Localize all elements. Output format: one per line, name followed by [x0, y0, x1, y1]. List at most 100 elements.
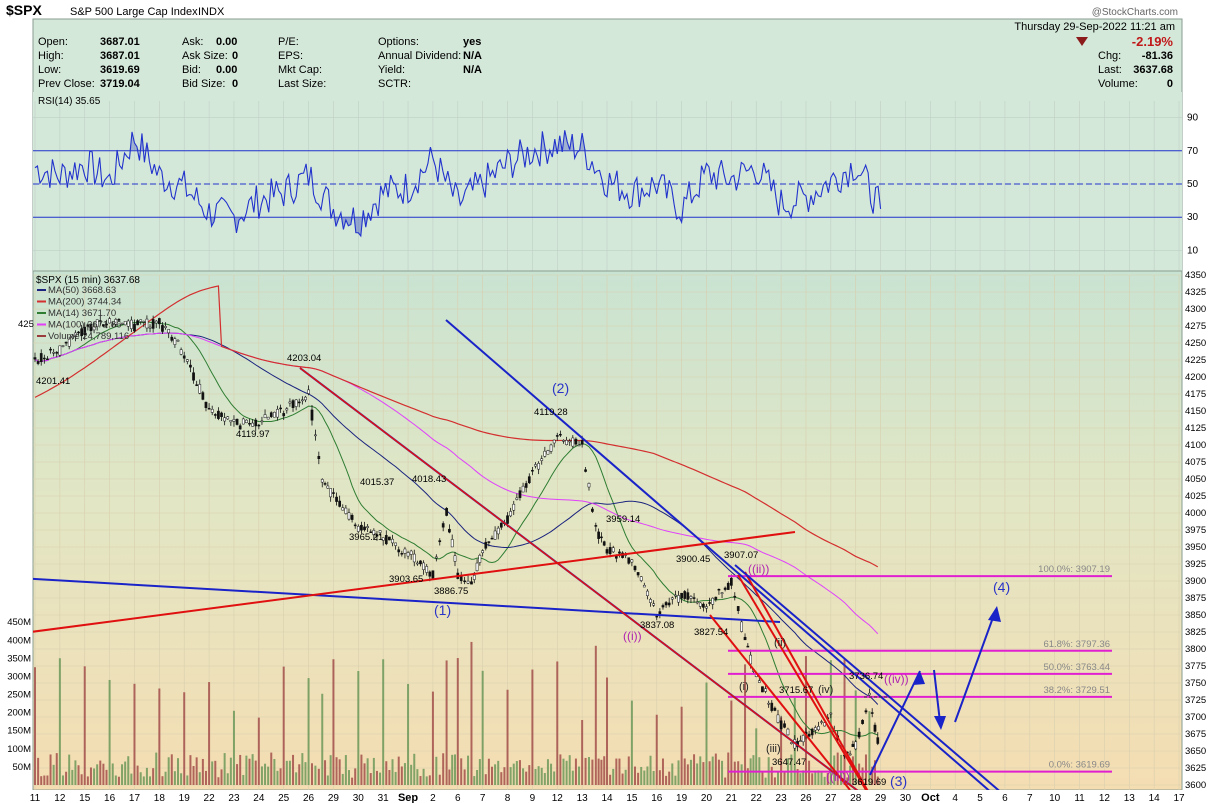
x-tick-label: 18 [154, 793, 166, 803]
volume-bar [702, 762, 705, 785]
candle-body [353, 524, 357, 527]
price-tick-label: 3675 [1185, 729, 1206, 740]
candle-body [123, 321, 127, 326]
candle-body [276, 409, 279, 418]
x-tick-label: 30 [353, 793, 365, 803]
candle-body [448, 528, 451, 533]
volume-bar [820, 771, 823, 785]
volume-bar [139, 772, 142, 785]
candle-body [185, 359, 189, 362]
quote-panel-bg [33, 19, 1182, 92]
volume-bar [360, 754, 363, 785]
volume-bar [425, 776, 428, 785]
volume-bar [456, 658, 459, 785]
candle-body [493, 530, 497, 540]
volume-bar [192, 766, 195, 785]
volume-bar [236, 764, 239, 785]
volume-bar [808, 760, 811, 785]
volume-label: Volume: [1098, 78, 1138, 90]
volume-bar [161, 776, 164, 785]
volume-bar [665, 775, 668, 785]
volume-bar [292, 754, 295, 785]
candle-body [568, 440, 572, 443]
price-tick-label: 4200 [1185, 372, 1206, 383]
candle-body [229, 420, 233, 423]
candle-body [241, 418, 245, 425]
volume-bar [811, 773, 814, 785]
x-tick-label: 22 [204, 793, 216, 803]
wave-label: ((iii)) [826, 770, 850, 784]
volume-bar [448, 769, 451, 785]
volume-bar [99, 760, 102, 785]
volume-bar [314, 765, 317, 785]
volume-bar [248, 758, 251, 785]
rsi-tick-label: 90 [1187, 113, 1199, 124]
wave-label: (iii) [766, 743, 781, 755]
volume-bar [804, 656, 807, 785]
x-tick-label: 16 [104, 793, 116, 803]
candle-body [854, 741, 858, 750]
volume-bar [298, 764, 301, 785]
volume-bar [643, 770, 646, 785]
volume-bar [624, 769, 627, 785]
candle-body [705, 606, 708, 609]
volume-bar [121, 764, 124, 785]
volume-bar [338, 759, 341, 785]
volume-bar [740, 764, 743, 785]
volume-bar [512, 763, 515, 785]
prev-close-value: 3719.04 [100, 78, 141, 90]
volume-bar [630, 700, 633, 785]
volume-bar [279, 768, 282, 785]
volume-bar [46, 775, 49, 785]
volume-bar [584, 757, 587, 785]
volume-bar [587, 757, 590, 785]
fib-label: 50.0%: 3763.44 [1043, 662, 1110, 673]
volume-bar [189, 755, 192, 785]
candle-body [80, 328, 83, 337]
candle-body [674, 594, 677, 597]
volume-bar [400, 766, 403, 785]
candle-body [661, 605, 665, 608]
volume-bar [251, 754, 254, 785]
candle-body [89, 323, 93, 332]
volume-bar [226, 773, 229, 785]
volume-bar [473, 776, 476, 785]
candle-body [151, 319, 155, 329]
candle-body [120, 323, 124, 325]
candle-body [409, 550, 413, 555]
volume-bar [363, 763, 366, 785]
wave-label: (ii) [774, 637, 786, 649]
candle-body [677, 595, 680, 603]
red-wedge-right [744, 571, 869, 790]
volume-bar [773, 777, 776, 785]
wave-label: ((i)) [623, 629, 642, 643]
candle-body [658, 611, 662, 614]
volume-bar [445, 660, 448, 785]
x-tick-label: 29 [875, 793, 887, 803]
candle-body [422, 562, 425, 570]
candle-body [481, 550, 485, 554]
x-tick-label: 16 [651, 793, 663, 803]
candle-body [773, 707, 777, 711]
candle-body [499, 522, 503, 528]
candle-body [114, 319, 118, 325]
candle-body [356, 526, 360, 532]
volume-y-axis: 450M 400M 350M 300M 250M 200M 150M 100M 50M [7, 617, 31, 773]
volume-bar [83, 666, 86, 785]
volume-bar [574, 758, 577, 785]
candle-body [646, 590, 649, 596]
candle-body [111, 323, 115, 326]
volume-bar [111, 763, 114, 785]
candle-body [195, 384, 199, 386]
rsi-tick-label: 70 [1187, 146, 1199, 157]
candle-body [189, 364, 192, 368]
credit: @StockCharts.com [1092, 7, 1178, 18]
volume-bar [861, 767, 864, 785]
x-tick-label: 12 [1099, 793, 1111, 803]
volume-bar [180, 773, 183, 785]
candle-body [689, 596, 693, 599]
candle-body [400, 553, 404, 555]
candle-body [341, 507, 345, 511]
volume-bar [173, 771, 176, 785]
arrow-down-icon [934, 716, 946, 730]
